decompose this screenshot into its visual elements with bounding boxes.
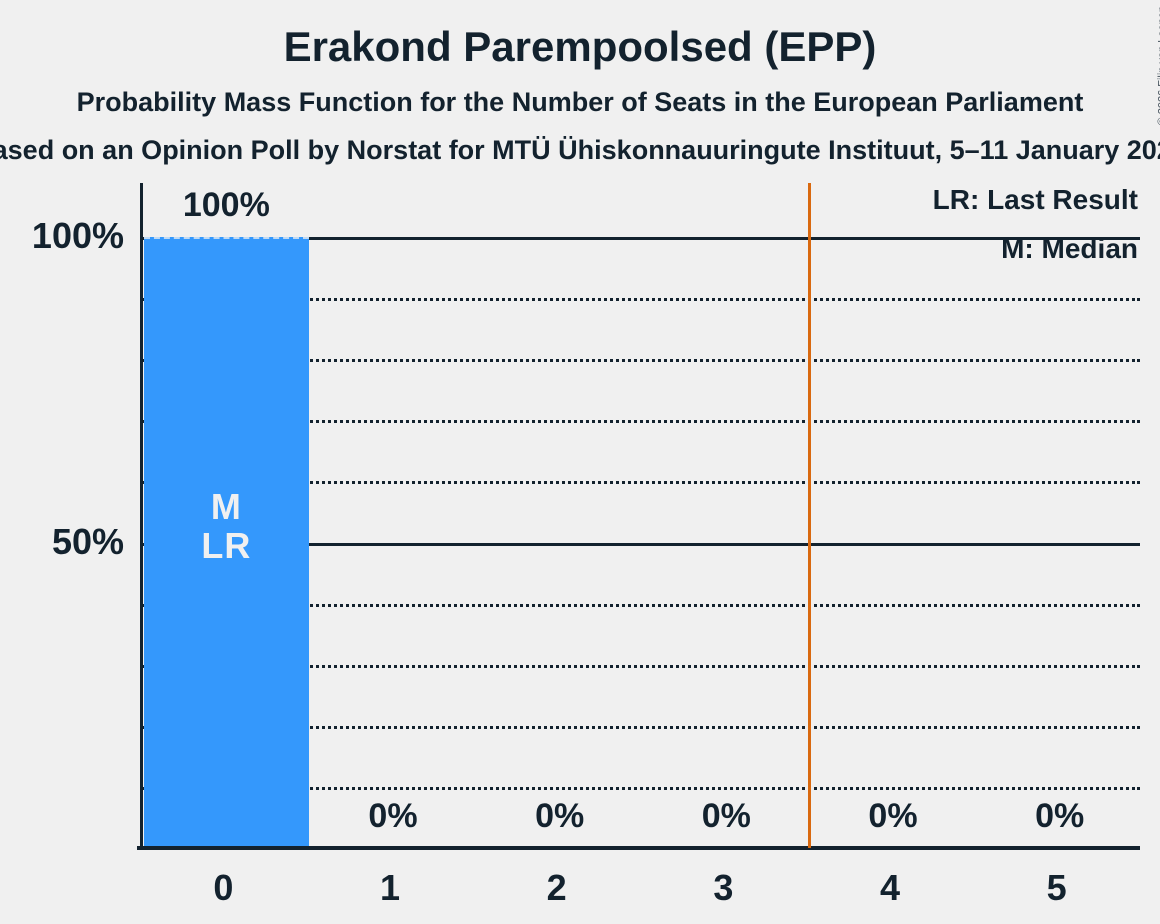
gridline-dotted: [143, 725, 1140, 729]
x-tick-label: 2: [546, 867, 567, 908]
bar-value-label: 0%: [368, 797, 418, 835]
chart-subtitle: Probability Mass Function for the Number…: [76, 87, 1084, 117]
x-tick-label: 5: [1046, 867, 1067, 908]
gridline-dotted: [143, 664, 1140, 668]
bar-value-label: 100%: [182, 186, 270, 224]
x-tick-label: 3: [713, 867, 734, 908]
legend-last-result: LR: Last Result: [932, 184, 1138, 215]
y-tick-label: 100%: [31, 215, 124, 256]
gridline-dotted: [143, 786, 1140, 790]
majority-threshold-line: [808, 183, 812, 848]
bar-seat-0: M LR: [144, 237, 309, 848]
gridline-dotted: [143, 603, 1140, 607]
x-tick-label: 1: [379, 867, 400, 908]
gridline-solid: [143, 542, 1140, 546]
plot-area: M LR 100% 0% 0% 0% 0% 0% LR: Last Result M: Med…: [140, 183, 1140, 848]
gridline-solid: [143, 237, 1140, 240]
legend-median: M: Median: [1001, 233, 1138, 264]
y-tick-label: 50%: [51, 520, 124, 562]
gridline-dotted: [143, 298, 1140, 302]
bar-value-label: 0%: [701, 797, 751, 835]
chart-title: Erakond Parempoolsed (EPP): [283, 23, 877, 70]
bar-value-label: 0%: [1035, 797, 1085, 835]
x-axis-line: [137, 846, 1140, 850]
bar-value-label: 0%: [868, 797, 918, 835]
chart-source-line: Based on an Opinion Poll by Norstat for …: [0, 135, 1160, 165]
bar-value-label: 0%: [535, 797, 585, 835]
gridline-dotted: [143, 420, 1140, 424]
bar-annotation-line: M: [210, 486, 242, 527]
bar-annotation: M LR: [144, 487, 309, 565]
x-tick-label: 4: [879, 867, 900, 908]
gridline-dotted: [143, 359, 1140, 363]
gridline-dotted: [143, 481, 1140, 485]
bar-annotation-line: LR: [201, 525, 252, 566]
copyright-notice: © 2026 Filip van Laenen: [1156, 6, 1160, 125]
x-tick-label: 0: [213, 867, 234, 908]
